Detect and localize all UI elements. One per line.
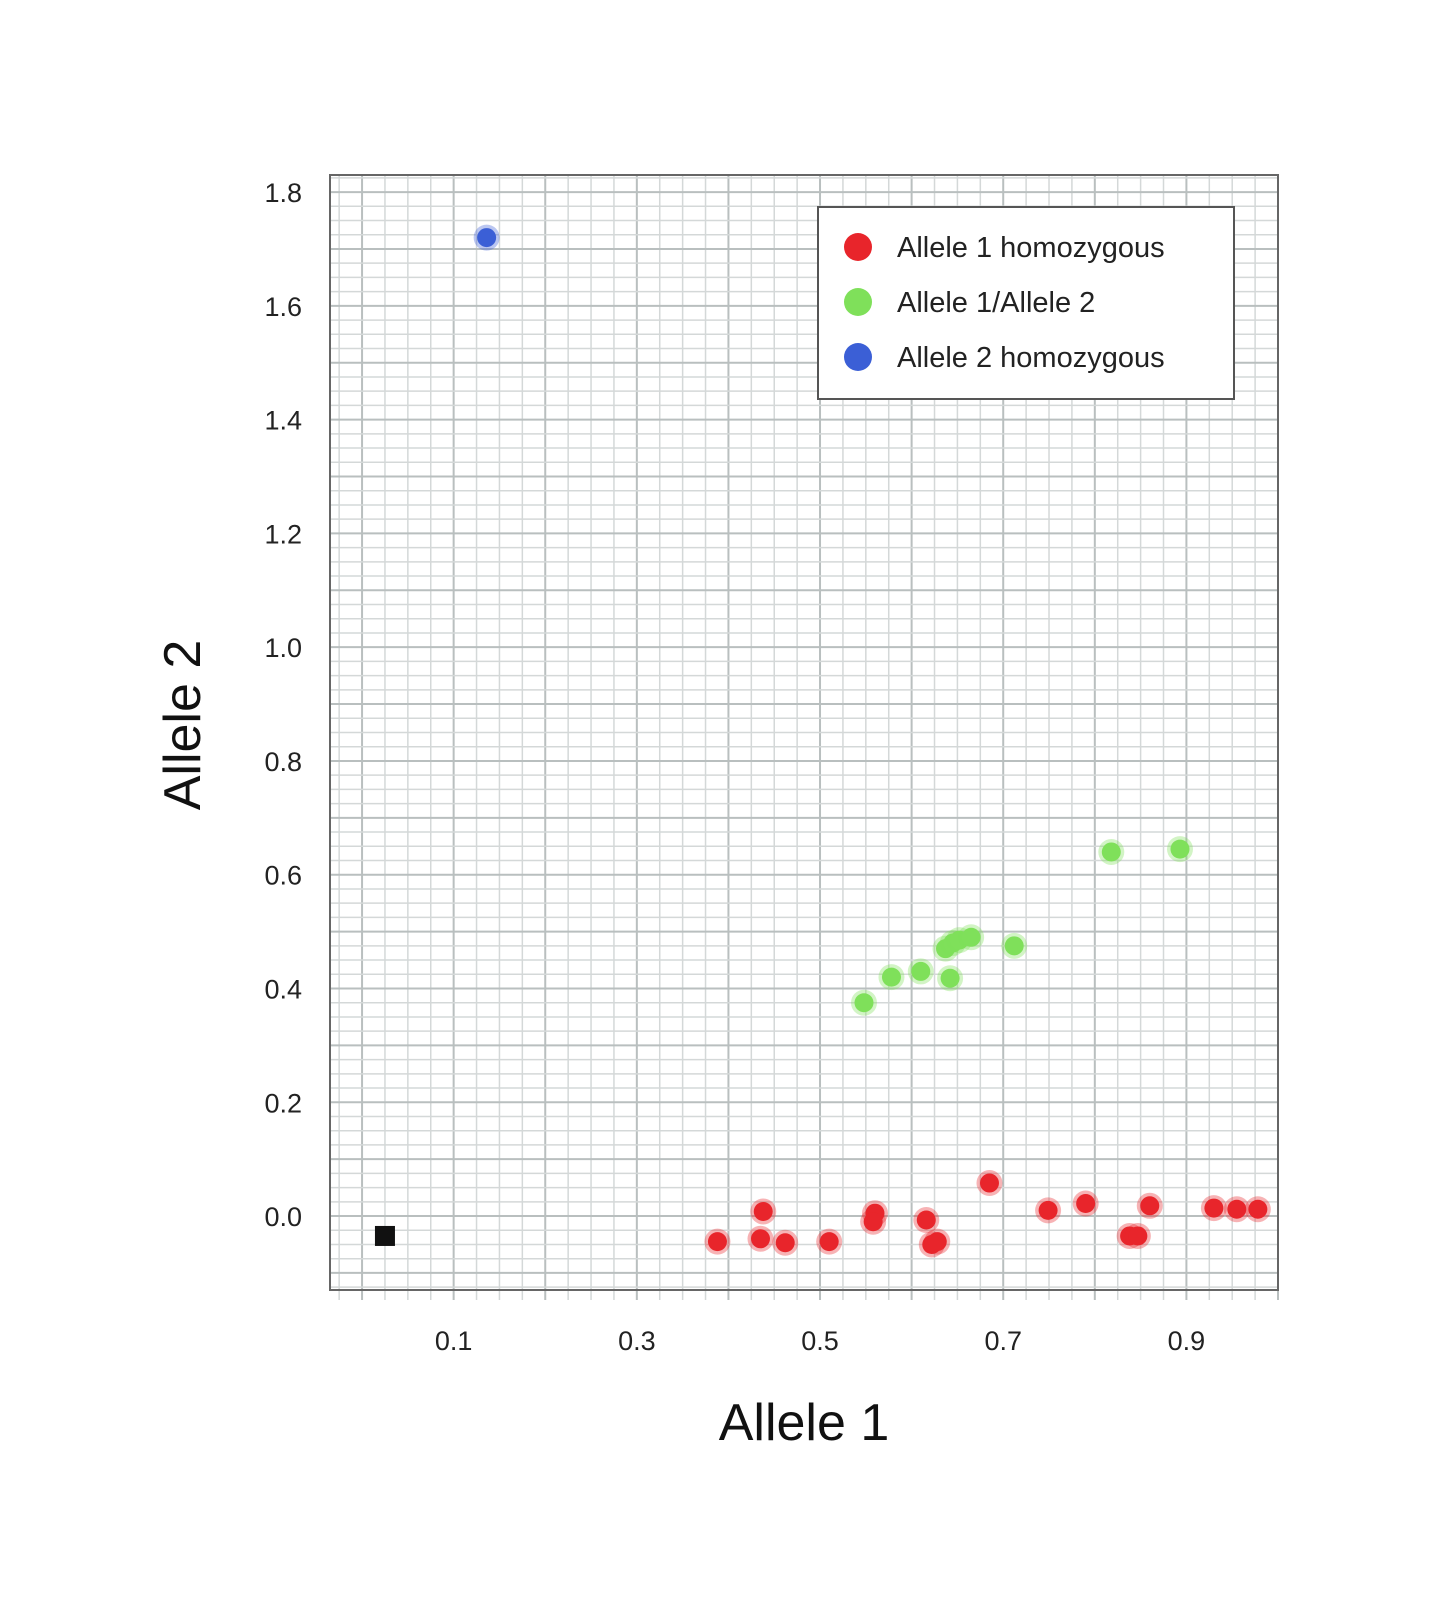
legend-marker-allele1-homozygous bbox=[844, 233, 872, 261]
y-tick-label: 1.0 bbox=[264, 633, 302, 663]
data-point bbox=[753, 1201, 773, 1221]
y-tick-label: 0.2 bbox=[264, 1088, 302, 1118]
data-point bbox=[1248, 1199, 1268, 1219]
x-axis-ticks: 0.1 0.3 0.5 0.7 0.9 bbox=[435, 1326, 1205, 1356]
data-point-square bbox=[374, 1225, 395, 1246]
data-point bbox=[961, 927, 981, 947]
data-point bbox=[1227, 1199, 1247, 1219]
y-tick-label: 0.8 bbox=[264, 747, 302, 777]
y-axis-title: Allele 2 bbox=[154, 640, 212, 811]
plot-frame bbox=[329, 174, 1279, 1291]
legend: Allele 1 homozygous Allele 1/Allele 2 Al… bbox=[817, 206, 1235, 400]
data-points bbox=[374, 224, 1271, 1258]
legend-label-allele1-homozygous: Allele 1 homozygous bbox=[897, 232, 1165, 264]
legend-box bbox=[817, 206, 1235, 400]
y-tick-label: 0.6 bbox=[264, 861, 302, 891]
legend-marker-heterozygous bbox=[844, 288, 872, 316]
data-point bbox=[863, 1212, 883, 1232]
legend-label-heterozygous: Allele 1/Allele 2 bbox=[897, 287, 1095, 319]
data-point bbox=[477, 228, 497, 248]
data-point bbox=[819, 1232, 839, 1252]
legend-label-allele2-homozygous: Allele 2 homozygous bbox=[897, 342, 1165, 374]
y-tick-label: 1.6 bbox=[264, 292, 302, 322]
data-point bbox=[775, 1233, 795, 1253]
x-tick-label: 0.5 bbox=[801, 1326, 839, 1356]
data-point bbox=[1140, 1196, 1160, 1216]
data-point bbox=[881, 967, 901, 987]
data-point bbox=[1076, 1194, 1096, 1214]
data-point bbox=[979, 1173, 999, 1193]
data-point bbox=[1004, 936, 1024, 956]
data-point bbox=[854, 993, 874, 1013]
data-point bbox=[1038, 1200, 1058, 1220]
x-tick-label: 0.7 bbox=[984, 1326, 1022, 1356]
y-tick-label: 0.4 bbox=[264, 974, 302, 1004]
y-tick-label: 0.0 bbox=[264, 1202, 302, 1232]
data-point bbox=[1170, 839, 1190, 859]
data-point bbox=[750, 1229, 770, 1249]
data-point bbox=[707, 1232, 727, 1252]
data-point bbox=[1128, 1226, 1148, 1246]
data-point bbox=[1204, 1198, 1224, 1218]
y-axis-ticks: 0.0 0.2 0.4 0.6 0.8 1.0 1.2 1.4 1.6 1.8 bbox=[264, 178, 302, 1232]
y-tick-label: 1.2 bbox=[264, 519, 302, 549]
x-tick-label: 0.1 bbox=[435, 1326, 473, 1356]
data-point bbox=[1101, 842, 1121, 862]
data-point bbox=[927, 1232, 947, 1252]
y-tick-label: 1.4 bbox=[264, 406, 302, 436]
legend-marker-allele2-homozygous bbox=[844, 343, 872, 371]
y-tick-label: 1.8 bbox=[264, 178, 302, 208]
data-point bbox=[940, 968, 960, 988]
x-tick-label: 0.3 bbox=[618, 1326, 656, 1356]
data-point bbox=[916, 1210, 936, 1230]
data-point bbox=[911, 961, 931, 981]
x-tick-label: 0.9 bbox=[1168, 1326, 1206, 1356]
x-axis-title: Allele 1 bbox=[719, 1394, 890, 1452]
